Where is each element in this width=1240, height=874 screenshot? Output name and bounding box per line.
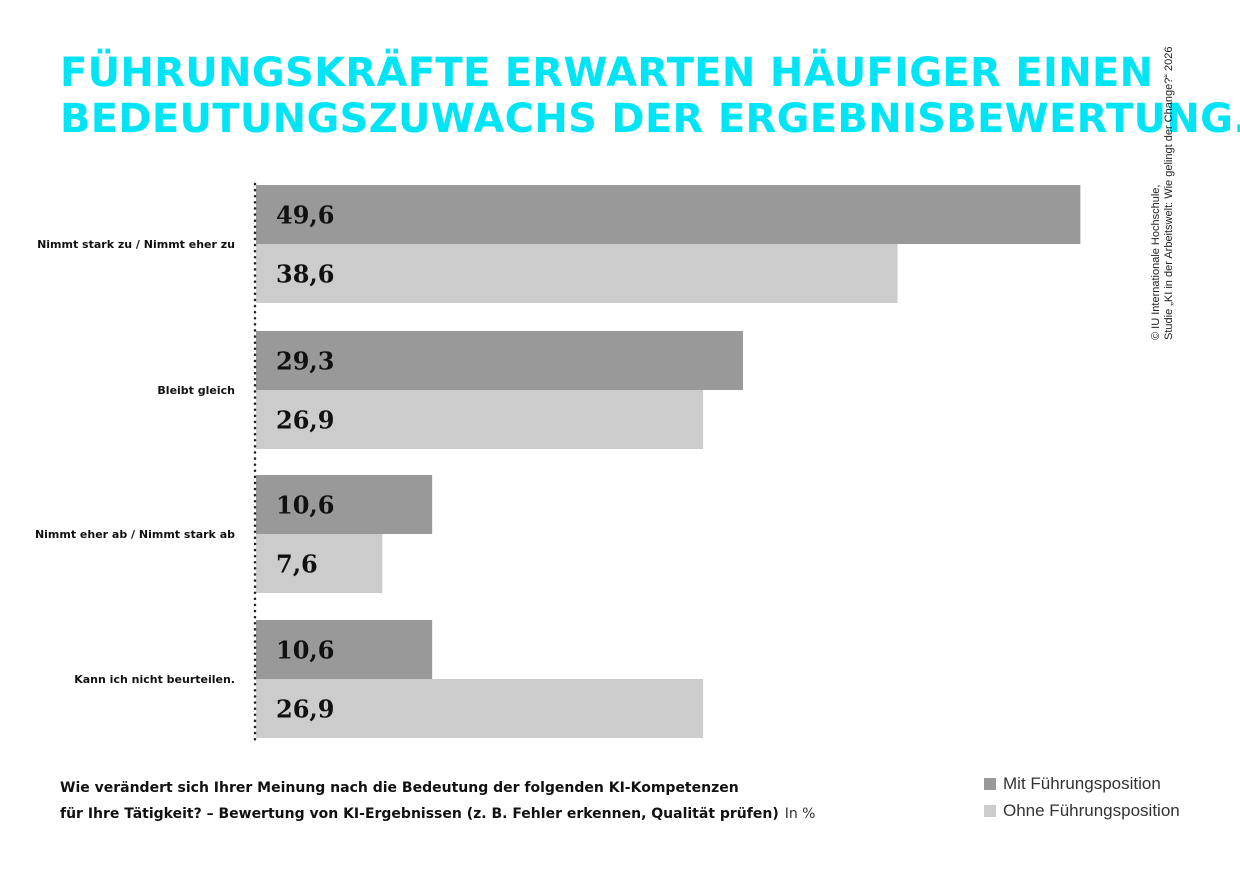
category-label-3: Kann ich nicht beurteilen. [74,673,235,686]
value-label-with-leadership-0: 49,6 [276,201,334,230]
category-label-2: Nimmt eher ab / Nimmt stark ab [35,528,235,541]
legend-swatch-with-leadership [984,777,996,790]
value-label-without-leadership-1: 26,9 [276,406,334,435]
legend-swatch-without-leadership [984,804,996,817]
legend-label-without-leadership: Ohne Führungsposition [1003,800,1180,820]
legend: Mit Führungsposition Ohne Führungspositi… [984,770,1180,824]
question-line-1: Wie verändert sich Ihrer Meinung nach di… [60,780,739,796]
survey-question: Wie verändert sich Ihrer Meinung nach di… [60,775,816,827]
bar-without-leadership-2 [256,534,383,593]
value-label-with-leadership-1: 29,3 [276,347,334,376]
value-label-without-leadership-0: 38,6 [276,260,334,289]
category-label-0: Nimmt stark zu / Nimmt eher zu [37,238,235,251]
value-label-with-leadership-2: 10,6 [276,491,334,520]
bar-without-leadership-1 [256,390,704,449]
bar-without-leadership-3 [256,679,704,738]
legend-label-with-leadership: Mit Führungsposition [1003,773,1161,793]
chart-title-line-2: BEDEUTUNGSZUWACHS DER ERGEBNISBEWERTUNG. [60,96,1240,142]
value-label-without-leadership-2: 7,6 [276,550,318,579]
bar-with-leadership-2 [256,475,433,534]
question-line-2: für Ihre Tätigkeit? – Bewertung von KI-E… [60,801,816,827]
value-label-without-leadership-3: 26,9 [276,695,334,724]
legend-item-with-leadership: Mit Führungsposition [984,770,1180,797]
category-label-1: Bleibt gleich [157,384,235,397]
value-label-with-leadership-3: 10,6 [276,636,334,665]
bar-without-leadership-0 [256,244,898,303]
bar-with-leadership-0 [256,185,1081,244]
legend-item-without-leadership: Ohne Führungsposition [984,797,1180,824]
chart-title: FÜHRUNGSKRÄFTE ERWARTEN HÄUFIGER EINEN B… [60,50,1240,142]
bar-with-leadership-1 [256,331,743,390]
question-line-2-text: für Ihre Tätigkeit? – Bewertung von KI-E… [60,806,779,822]
unit-label: In % [784,806,816,822]
chart-title-line-1: FÜHRUNGSKRÄFTE ERWARTEN HÄUFIGER EINEN [60,50,1154,96]
bar-with-leadership-3 [256,620,433,679]
